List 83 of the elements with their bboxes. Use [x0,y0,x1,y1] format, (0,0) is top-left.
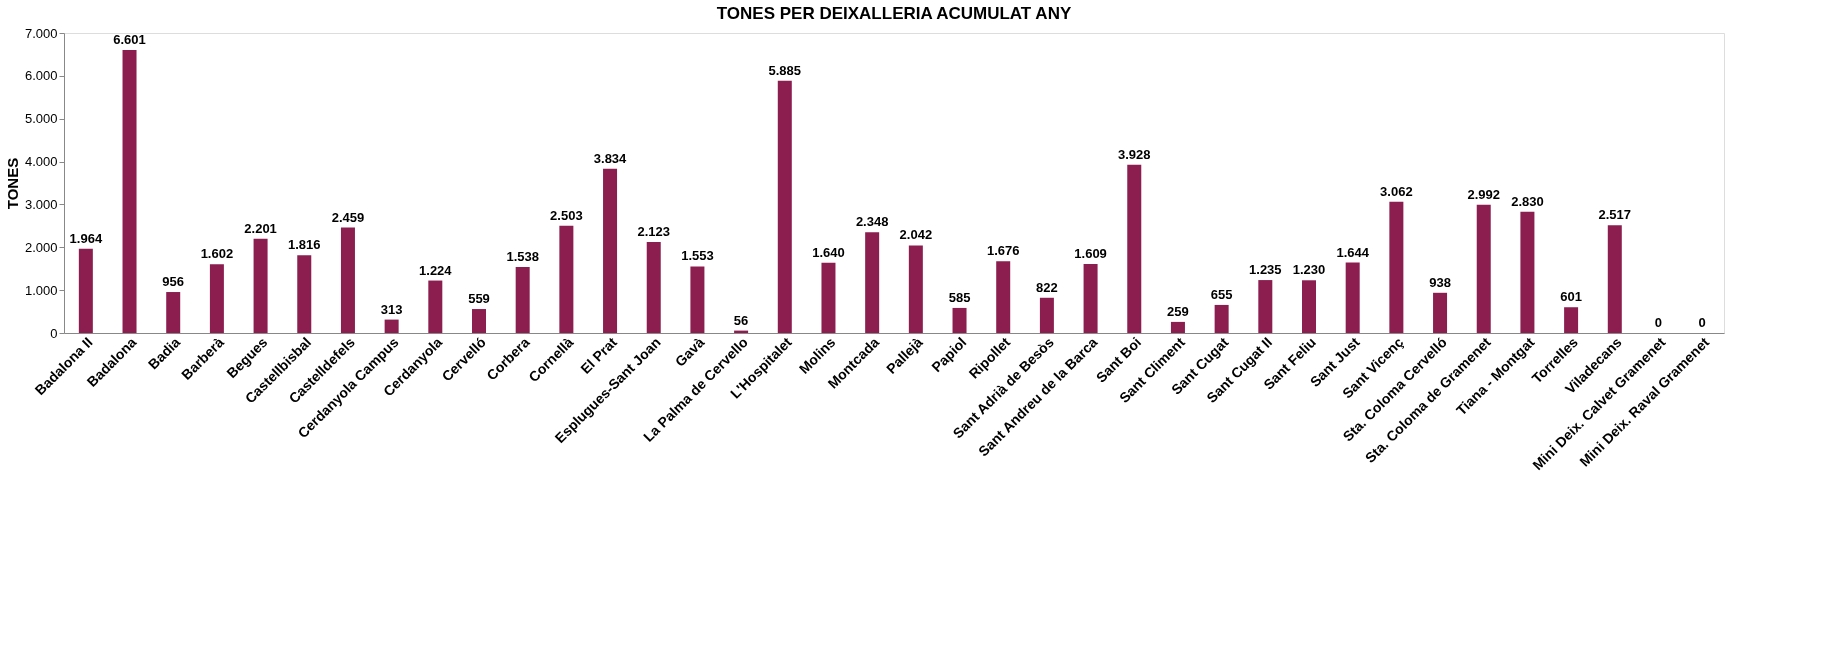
y-tick-label: 7.000 [24,25,58,41]
bar [908,245,923,333]
data-label: 5.885 [768,62,802,78]
y-tick-label: 0 [50,325,58,341]
bar [122,50,137,333]
data-label: 56 [733,312,749,328]
data-label: 1.235 [1249,262,1282,278]
y-tick-label: 2.000 [24,239,58,255]
bar [253,238,268,333]
bar [996,261,1011,333]
data-label: 2.348 [855,214,889,230]
bar [952,307,967,333]
data-label: 2.992 [1467,186,1501,202]
bar [1433,292,1448,333]
bar [340,227,355,333]
bar [428,280,443,333]
data-label: 601 [1560,289,1582,305]
data-label: 1.224 [419,262,453,278]
bar [78,248,93,333]
data-label: 938 [1429,274,1451,290]
bar [515,267,530,333]
bar [1039,297,1054,333]
bar [209,264,224,333]
bar [166,292,181,333]
data-label: 1.230 [1292,262,1326,278]
y-axis-title: TONES [3,157,21,210]
bar [384,319,399,333]
data-label: 1.609 [1074,246,1107,262]
data-label: 1.553 [681,248,714,264]
data-label: 0 [1698,315,1706,330]
chart-title: TONES PER DEIXALLERIA ACUMULAT ANY [716,4,1072,23]
bar [603,168,618,333]
bar [1476,204,1491,333]
data-label: 2.830 [1511,193,1544,209]
data-label: 313 [380,301,403,317]
data-label: 6.601 [113,32,146,48]
bar [821,262,836,333]
bar [1564,307,1579,333]
bar [777,80,792,333]
bar [646,242,661,333]
data-label: 1.602 [200,246,234,262]
data-label: 2.201 [244,220,277,236]
bar [1083,264,1098,333]
y-tick-label: 1.000 [24,282,58,298]
bar [472,309,486,333]
data-label: 3.834 [593,150,628,166]
data-label: 2.503 [550,207,583,223]
data-label: 3.062 [1380,183,1413,199]
data-label: 956 [162,274,185,290]
data-label: 0 [1654,315,1663,330]
data-label: 1.640 [812,244,845,260]
data-label: 1.644 [1336,244,1370,260]
data-label: 1.964 [69,230,103,246]
data-label: 1.538 [506,249,539,265]
data-label: 2.517 [1598,207,1632,223]
bar [1345,262,1360,333]
y-tick-label: 4.000 [24,154,58,170]
data-label: 1.676 [986,243,1020,259]
data-label: 2.123 [637,224,671,240]
bar [1607,225,1622,333]
data-label: 2.459 [331,209,365,225]
bar [690,266,705,333]
bar [1127,164,1142,333]
data-label: 259 [1167,303,1189,319]
data-label: 585 [948,289,971,305]
data-label: 1.816 [287,237,321,253]
data-label: 822 [1036,279,1058,295]
bar [1214,304,1229,333]
bar [559,225,574,333]
data-label: 559 [468,291,490,307]
bar [1170,321,1185,333]
bar [1520,211,1535,333]
y-tick-label: 6.000 [24,68,58,84]
bar [1302,280,1316,333]
bar [1389,201,1404,333]
y-tick-label: 3.000 [24,196,58,212]
data-label: 2.042 [899,227,933,243]
bar [865,232,880,333]
y-tick-label: 5.000 [24,111,58,127]
data-label: 3.928 [1117,146,1151,162]
bar [1258,280,1273,333]
data-label: 655 [1210,286,1233,302]
bar [297,255,312,333]
